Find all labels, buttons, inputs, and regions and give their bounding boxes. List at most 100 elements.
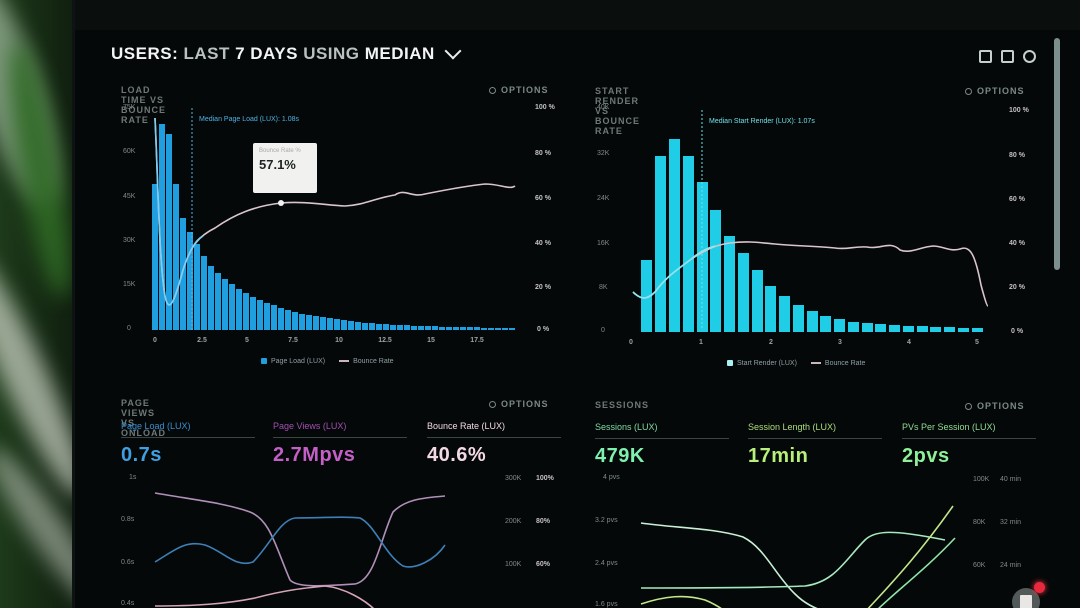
chat-button[interactable] [1012,582,1045,608]
metric-label: Session Length (LUX) [748,422,882,439]
y-tick: 15K [123,281,136,288]
legend-item-page-load[interactable]: Page Load (LUX) [261,358,325,365]
y2-tick: 80 % [535,150,551,157]
background-plant [0,0,80,608]
y-tick: 32K [597,150,610,157]
y3-tick: 24 min [1000,562,1022,569]
metric-label: Page Load (LUX) [121,421,255,438]
metric-bounce-rate[interactable]: Bounce Rate (LUX) 40.6% [427,421,561,467]
page-views-chart [154,492,446,608]
options-label: OPTIONS [977,86,1025,96]
metric-label: Bounce Rate (LUX) [427,421,561,438]
gear-icon [489,400,496,408]
options-label: OPTIONS [501,399,549,409]
y-tick: 60K [123,148,136,155]
y2-tick: 20 % [535,284,551,291]
legend-item-bounce-rate[interactable]: Bounce Rate [339,358,394,365]
options-button[interactable]: OPTIONS [489,399,549,409]
y3-tick: 40 min [1000,476,1022,483]
metric-sessions[interactable]: Sessions (LUX) 479K [595,422,729,468]
gear-icon [965,402,972,410]
x-tick: 3 [838,339,842,346]
tablet-icon[interactable] [1001,50,1014,63]
y-tick: 3.2 pvs [595,517,618,524]
metric-page-load[interactable]: Page Load (LUX) 0.7s [121,421,255,467]
options-button[interactable]: OPTIONS [965,86,1025,96]
median-annotation: Median Page Load (LUX): 1.08s [199,116,300,123]
legend-label: Bounce Rate [824,360,866,367]
x-tick: 12.5 [378,337,392,344]
y-tick: 0.4s [121,600,135,607]
notification-badge [1034,582,1045,593]
help-icon[interactable] [1023,50,1036,63]
y-tick: 8K [599,284,608,291]
y2-tick: 300K [505,475,522,482]
y-tick: 2.4 pvs [595,560,618,567]
y2-tick: 100K [505,561,522,568]
x-tick: 2.5 [197,337,207,344]
sessions-chart [640,505,956,608]
metric-value: 2.7Mpvs [273,444,356,466]
x-tick: 15 [427,337,435,344]
dashboard-header[interactable]: USERS: LAST 7 DAYS USING MEDIAN [111,42,462,64]
gear-icon [489,86,496,94]
options-button[interactable]: OPTIONS [489,85,549,95]
dashboard-screen: USERS: LAST 7 DAYS USING MEDIAN LOAD TIM… [72,0,1080,608]
x-tick: 2 [769,339,773,346]
y3-tick: 80% [536,518,551,525]
y-tick: 4 pvs [603,474,620,481]
y-tick: 0.6s [121,559,135,566]
y2-tick: 60 % [535,195,551,202]
y-tick: 0.8s [121,516,135,523]
y2-tick: 0 % [537,326,550,333]
monitor-icon[interactable] [979,50,992,63]
screen-bezel [75,0,1080,30]
y2-tick: 40 % [535,240,551,247]
metric-page-views[interactable]: Page Views (LUX) 2.7Mpvs [273,421,407,467]
x-tick: 10 [335,337,343,344]
gear-icon [965,87,972,95]
y-tick: 1s [129,474,137,481]
tooltip-value: 57.1% [259,157,296,172]
chevron-down-icon[interactable] [444,42,462,60]
metric-value: 479K [595,445,645,467]
y2-tick: 80K [973,519,986,526]
title-users: USERS: [111,44,179,63]
panel-title: SESSIONS [595,400,650,410]
chat-icon [1020,595,1032,608]
y-tick: 24K [597,195,610,202]
x-tick: 17.5 [470,337,484,344]
median-annotation: Median Start Render (LUX): 1.07s [709,118,815,125]
x-tick: 0 [153,337,157,344]
title-last: LAST [183,44,230,63]
y-tick: 0 [127,325,131,332]
y-tick: 40K [597,104,610,111]
y2-tick: 80 % [1009,152,1025,159]
panel-title: LOAD TIME VS BOUNCE RATE [121,85,167,125]
x-tick: 1 [699,339,703,346]
legend-item-bounce-rate[interactable]: Bounce Rate [810,360,866,367]
x-tick: 5 [975,339,979,346]
title-using: USING [303,44,360,63]
legend-label: Page Load (LUX) [271,358,326,365]
y3-tick: 100% [536,475,554,482]
panel-title: PAGE VIEWS VS ONLOAD [121,398,166,438]
y2-tick: 200K [505,518,522,525]
page-title: USERS: LAST 7 DAYS USING MEDIAN [111,44,435,64]
y-tick: 0 [601,327,605,334]
metric-value: 0.7s [121,444,162,466]
y2-tick: 0 % [1011,328,1024,335]
metric-session-length[interactable]: Session Length (LUX) 17min [748,422,882,468]
options-label: OPTIONS [977,401,1025,411]
metric-pvs-per-session[interactable]: PVs Per Session (LUX) 2pvs [902,422,1036,468]
load-time-chart [152,108,516,330]
y-tick: 75K [123,104,136,111]
y3-tick: 60% [536,561,551,568]
chart-legend: Page Load (LUX) Bounce Rate [261,358,394,365]
metric-value: 17min [748,445,809,467]
y2-tick: 20 % [1009,284,1025,291]
legend-item-start-render[interactable]: Start Render (LUX) [727,360,797,367]
options-button[interactable]: OPTIONS [965,401,1025,411]
scrollbar[interactable] [1054,38,1060,270]
metric-value: 40.6% [427,444,487,466]
